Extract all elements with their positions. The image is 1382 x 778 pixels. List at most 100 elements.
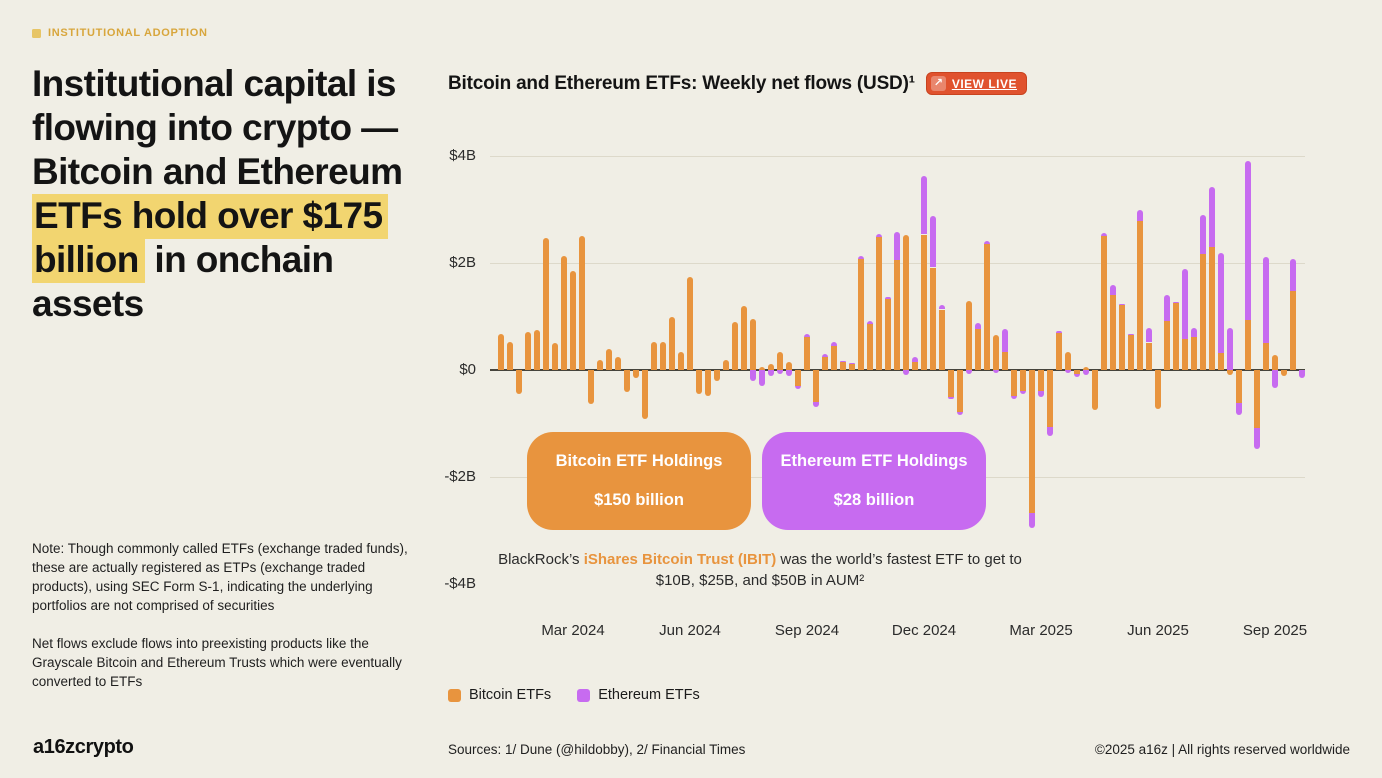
bar-segment-eth bbox=[1110, 285, 1116, 295]
bar-segment-btc bbox=[966, 301, 972, 370]
bar-segment-eth bbox=[777, 370, 783, 374]
bar-segment-btc bbox=[660, 342, 666, 370]
bar-segment-eth bbox=[750, 370, 756, 381]
bar-segment-btc bbox=[867, 323, 873, 370]
bar-segment-eth bbox=[1218, 253, 1224, 353]
bar-segment-btc bbox=[1191, 337, 1197, 370]
bar-segment-btc bbox=[1128, 335, 1134, 370]
external-link-icon: ↗ bbox=[930, 76, 946, 91]
bar-segment-btc bbox=[1281, 370, 1287, 376]
bar-segment-btc bbox=[1119, 305, 1125, 370]
bar-segment-eth bbox=[1101, 233, 1107, 236]
legend-label-ethereum: Ethereum ETFs bbox=[598, 687, 700, 703]
bar-segment-btc bbox=[1083, 367, 1089, 370]
bar-segment-eth bbox=[921, 176, 927, 234]
view-live-button[interactable]: ↗ VIEW LIVE bbox=[925, 72, 1028, 95]
bar-segment-btc bbox=[597, 360, 603, 370]
bar-segment-eth bbox=[1083, 370, 1089, 375]
bar-segment-btc bbox=[732, 322, 738, 370]
bar-segment-btc bbox=[1029, 370, 1035, 513]
bar-segment-btc bbox=[1020, 370, 1026, 391]
bar-segment-btc bbox=[606, 349, 612, 370]
bar-segment-btc bbox=[1065, 352, 1071, 370]
bar-segment-btc bbox=[939, 310, 945, 370]
bar-segment-btc bbox=[885, 299, 891, 370]
bar-segment-btc bbox=[1245, 320, 1251, 370]
chart-title: Bitcoin and Ethereum ETFs: Weekly net fl… bbox=[448, 72, 915, 94]
bar-segment-eth bbox=[1065, 370, 1071, 373]
y-tick-label: $0 bbox=[459, 361, 476, 378]
bar-segment-eth bbox=[759, 370, 765, 386]
bar-segment-btc bbox=[741, 306, 747, 370]
bar-segment-btc bbox=[1263, 343, 1269, 370]
bar-segment-btc bbox=[1146, 343, 1152, 370]
bar-segment-btc bbox=[561, 256, 567, 370]
bar-segment-eth bbox=[894, 232, 900, 260]
bar-segment-eth bbox=[1263, 257, 1269, 343]
headline-text-2: in onchain assets bbox=[32, 239, 334, 324]
x-tick-label: Mar 2024 bbox=[541, 622, 605, 639]
caption-text-1: BlackRock’s bbox=[498, 551, 584, 568]
bar-segment-btc bbox=[1182, 339, 1188, 370]
bar-segment-btc bbox=[615, 357, 621, 370]
bar-segment-eth bbox=[1056, 331, 1062, 333]
bar-segment-btc bbox=[1074, 370, 1080, 374]
ethereum-holdings-callout: Ethereum ETF Holdings $28 billion bbox=[762, 432, 986, 530]
y-tick-label: -$2B bbox=[444, 468, 476, 485]
bar-segment-btc bbox=[858, 259, 864, 370]
bar-segment-btc bbox=[570, 271, 576, 370]
ethereum-holdings-title: Ethereum ETF Holdings bbox=[780, 452, 968, 470]
x-tick-label: Sep 2024 bbox=[774, 622, 840, 639]
bar-segment-eth bbox=[849, 363, 855, 364]
chart-caption: BlackRock’s iShares Bitcoin Trust (IBIT)… bbox=[490, 549, 1030, 591]
bar-segment-btc bbox=[525, 332, 531, 370]
footnote-netflows: Net flows exclude flows into preexisting… bbox=[32, 636, 402, 689]
bar-segment-eth bbox=[993, 370, 999, 373]
bar-segment-btc bbox=[723, 360, 729, 370]
bar-segment-eth bbox=[840, 361, 846, 362]
bar-segment-btc bbox=[903, 235, 909, 370]
chart-legend: Bitcoin ETFs Ethereum ETFs bbox=[448, 687, 700, 703]
bar-segment-eth bbox=[786, 370, 792, 376]
bar-segment-btc bbox=[624, 370, 630, 392]
bar-segment-btc bbox=[1155, 370, 1161, 409]
bar-segment-eth bbox=[903, 370, 909, 375]
bar-segment-btc bbox=[588, 370, 594, 404]
bar-segment-btc bbox=[822, 357, 828, 370]
bar-segment-btc bbox=[696, 370, 702, 394]
bar-segment-btc bbox=[498, 334, 504, 370]
bar-segment-eth bbox=[1029, 513, 1035, 528]
y-tick-label: $2B bbox=[449, 254, 476, 271]
zero-axis-line bbox=[490, 369, 1305, 371]
caption-text-2: was the world’s fastest ETF to get to $1… bbox=[655, 551, 1022, 589]
bar-segment-btc bbox=[1164, 320, 1170, 370]
bar-segment-eth bbox=[885, 297, 891, 299]
bar-chart bbox=[490, 140, 1305, 610]
bar-segment-btc bbox=[759, 367, 765, 370]
bar-segment-eth bbox=[1254, 428, 1260, 449]
bar-segment-eth bbox=[912, 357, 918, 362]
bar-segment-btc bbox=[687, 277, 693, 370]
bar-segment-eth bbox=[948, 397, 954, 399]
a16zcrypto-logo: a16zcrypto bbox=[33, 736, 134, 758]
bar-segment-btc bbox=[1290, 290, 1296, 370]
bar-segment-btc bbox=[642, 370, 648, 419]
bar-segment-eth bbox=[1290, 259, 1296, 291]
bar-segment-eth bbox=[1074, 374, 1080, 377]
bar-segment-eth bbox=[957, 412, 963, 415]
bar-segment-eth bbox=[1245, 161, 1251, 320]
bitcoin-holdings-value: $150 billion bbox=[594, 491, 684, 509]
bar-segment-btc bbox=[1038, 370, 1044, 391]
bar-segment-btc bbox=[894, 260, 900, 370]
sources-text: Sources: 1/ Dune (@hildobby), 2/ Financi… bbox=[448, 742, 746, 757]
bar-segment-btc bbox=[1137, 220, 1143, 370]
footnote-etp: Note: Though commonly called ETFs (excha… bbox=[32, 541, 408, 613]
bar-segment-eth bbox=[1020, 391, 1026, 394]
bar-segment-btc bbox=[1056, 333, 1062, 370]
bar-segment-eth bbox=[822, 354, 828, 357]
headline-text-1: Institutional capital is flowing into cr… bbox=[32, 63, 403, 192]
bar-segment-eth bbox=[1146, 328, 1152, 342]
bar-segment-btc bbox=[516, 370, 522, 394]
gridline bbox=[490, 156, 1305, 157]
x-tick-label: Dec 2024 bbox=[891, 622, 957, 639]
